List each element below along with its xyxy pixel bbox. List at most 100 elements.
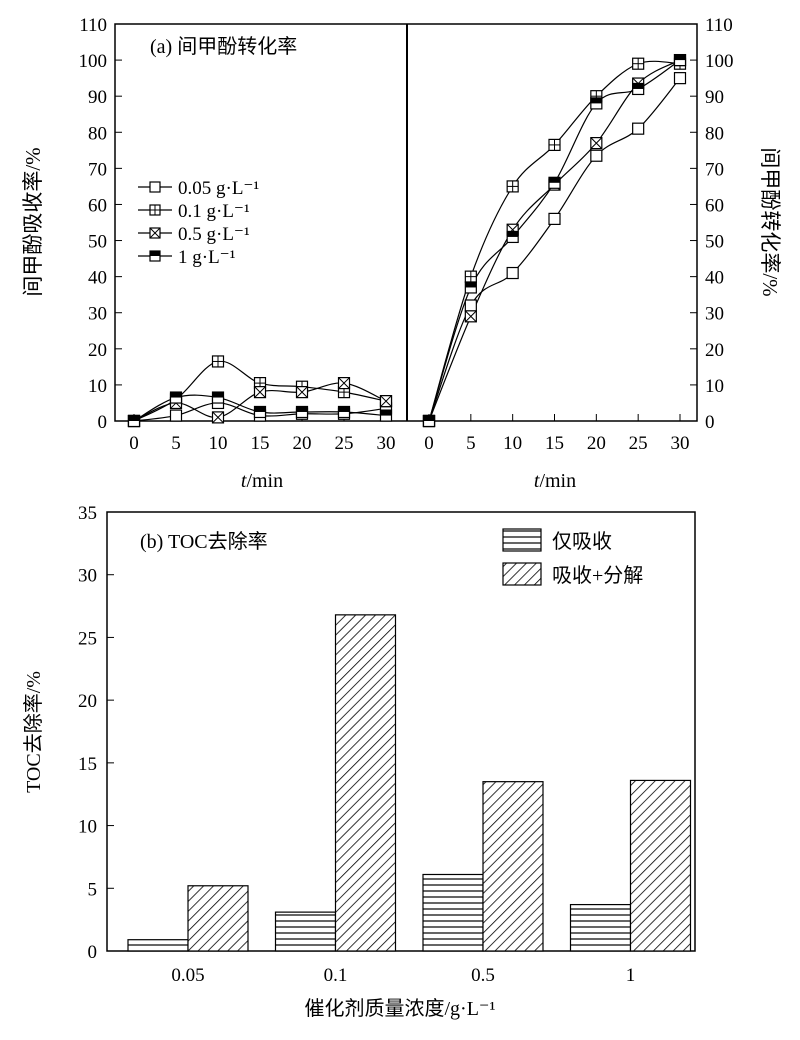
x-axis-label-unit: /min xyxy=(539,470,576,492)
marker-line xyxy=(464,310,477,323)
y-tick-label: 25 xyxy=(78,628,97,649)
marker-fill xyxy=(338,406,350,412)
marker-line xyxy=(590,137,603,149)
y-tick-label: 20 xyxy=(78,691,97,712)
bar-absorption-decomposition xyxy=(187,885,249,952)
x-tick-label: 30 xyxy=(377,433,396,454)
x-axis-label-italic: t xyxy=(241,470,247,492)
x-axis-label-left: t/min xyxy=(241,470,283,492)
panel-b-label: (b) TOC去除率 xyxy=(140,530,268,553)
half-filled-square-marker xyxy=(464,281,477,294)
open-square-marker xyxy=(673,72,687,85)
panel-a-label: (a) 间甲酚转化率 xyxy=(150,35,297,58)
legend-label: 1 g·L⁻¹ xyxy=(178,247,236,268)
x-tick-label: 0.05 xyxy=(171,965,204,986)
x-axis-label-unit: /min xyxy=(246,470,283,492)
x-tick-label: 0 xyxy=(129,433,139,454)
half-filled-square-marker xyxy=(506,230,519,244)
left-y-axis-label: 间甲酚吸收率/% xyxy=(21,147,45,296)
open-square-marker xyxy=(590,149,603,162)
y-tick-label: 5 xyxy=(88,879,98,900)
y-tick-label-right: 90 xyxy=(705,87,724,108)
marker-fill xyxy=(150,251,160,256)
x-tick-label: 25 xyxy=(335,433,354,454)
legend-swatch xyxy=(502,528,542,552)
x-tick-label: 1 xyxy=(626,965,636,986)
half-filled-square-marker xyxy=(337,405,351,419)
bar-absorption-decomposition xyxy=(629,779,692,952)
conversion-line xyxy=(428,59,681,422)
bar-absorption-decomposition xyxy=(482,781,544,952)
y-tick-label-right: 10 xyxy=(705,376,724,397)
open-square-marker xyxy=(632,122,645,135)
x-square-marker xyxy=(295,386,309,399)
conversion-line xyxy=(428,59,681,422)
x-tick-label: 30 xyxy=(671,433,690,454)
marker-fill xyxy=(674,54,686,61)
y-tick-label-right: 70 xyxy=(705,159,724,180)
marker-fill xyxy=(590,97,602,104)
legend-label: 0.5 g·L⁻¹ xyxy=(178,224,250,245)
half-filled-square-marker xyxy=(548,176,561,189)
open-square-marker xyxy=(548,212,561,225)
plus-square-marker xyxy=(506,180,519,193)
marker-fill xyxy=(212,392,224,398)
marker-fill xyxy=(128,415,140,421)
bar-absorption-decomposition xyxy=(334,614,397,952)
marker-line xyxy=(149,227,161,239)
x-axis-label-right: t/min xyxy=(534,470,576,492)
x-square-marker xyxy=(337,377,351,390)
marker-box xyxy=(149,181,161,193)
plot-frame xyxy=(106,511,696,952)
x-square-marker xyxy=(464,310,477,323)
bar-absorption xyxy=(127,939,189,952)
bar-absorption xyxy=(422,873,484,952)
open-square-marker xyxy=(149,181,161,193)
plus-square-marker xyxy=(464,270,477,283)
plus-square-marker xyxy=(548,138,561,152)
half-filled-square-marker xyxy=(127,414,141,428)
half-filled-square-marker xyxy=(590,97,603,110)
y-tick-label-left: 70 xyxy=(88,159,107,180)
marker-line xyxy=(296,386,308,398)
open-square-marker xyxy=(169,409,183,422)
y-tick-label-right: 100 xyxy=(705,51,734,72)
y-tick-label-right: 30 xyxy=(705,304,724,325)
y-tick-label-left: 90 xyxy=(88,87,107,108)
x-tick-label: 0 xyxy=(424,433,434,454)
marker-line xyxy=(380,395,392,408)
marker-fill xyxy=(254,406,266,412)
marker-box xyxy=(590,149,603,162)
x-tick-label: 20 xyxy=(293,433,312,454)
marker-fill xyxy=(632,83,644,89)
half-filled-square-marker xyxy=(673,53,687,67)
x-tick-label: 0.5 xyxy=(471,965,495,986)
half-filled-square-marker xyxy=(422,414,436,428)
legend-label: 吸收+分解 xyxy=(552,564,643,587)
legend-label: 0.1 g·L⁻¹ xyxy=(178,201,250,222)
marker-fill xyxy=(507,231,519,237)
marker-line xyxy=(212,411,224,424)
marker-fill xyxy=(170,392,182,398)
half-filled-square-marker xyxy=(169,391,183,404)
y-tick-label-right: 110 xyxy=(705,15,733,36)
x-tick-label: 10 xyxy=(503,433,522,454)
marker-box xyxy=(548,212,561,225)
x-tick-label: 25 xyxy=(629,433,648,454)
plus-square-marker xyxy=(632,57,645,70)
right-y-axis-label: 间甲酚转化率/% xyxy=(758,147,782,296)
y-tick-label-right: 60 xyxy=(705,195,724,216)
marker-fill xyxy=(423,415,435,421)
marker-fill xyxy=(296,406,308,412)
half-filled-square-marker xyxy=(379,409,393,422)
marker-line xyxy=(254,386,266,398)
y-tick-label-left: 20 xyxy=(88,340,107,361)
marker-box xyxy=(169,409,183,422)
y-tick-label-right: 0 xyxy=(705,412,715,433)
y-tick-label-left: 10 xyxy=(88,376,107,397)
half-filled-square-marker xyxy=(253,405,267,419)
open-square-marker xyxy=(464,299,477,312)
x-tick-label: 20 xyxy=(587,433,606,454)
